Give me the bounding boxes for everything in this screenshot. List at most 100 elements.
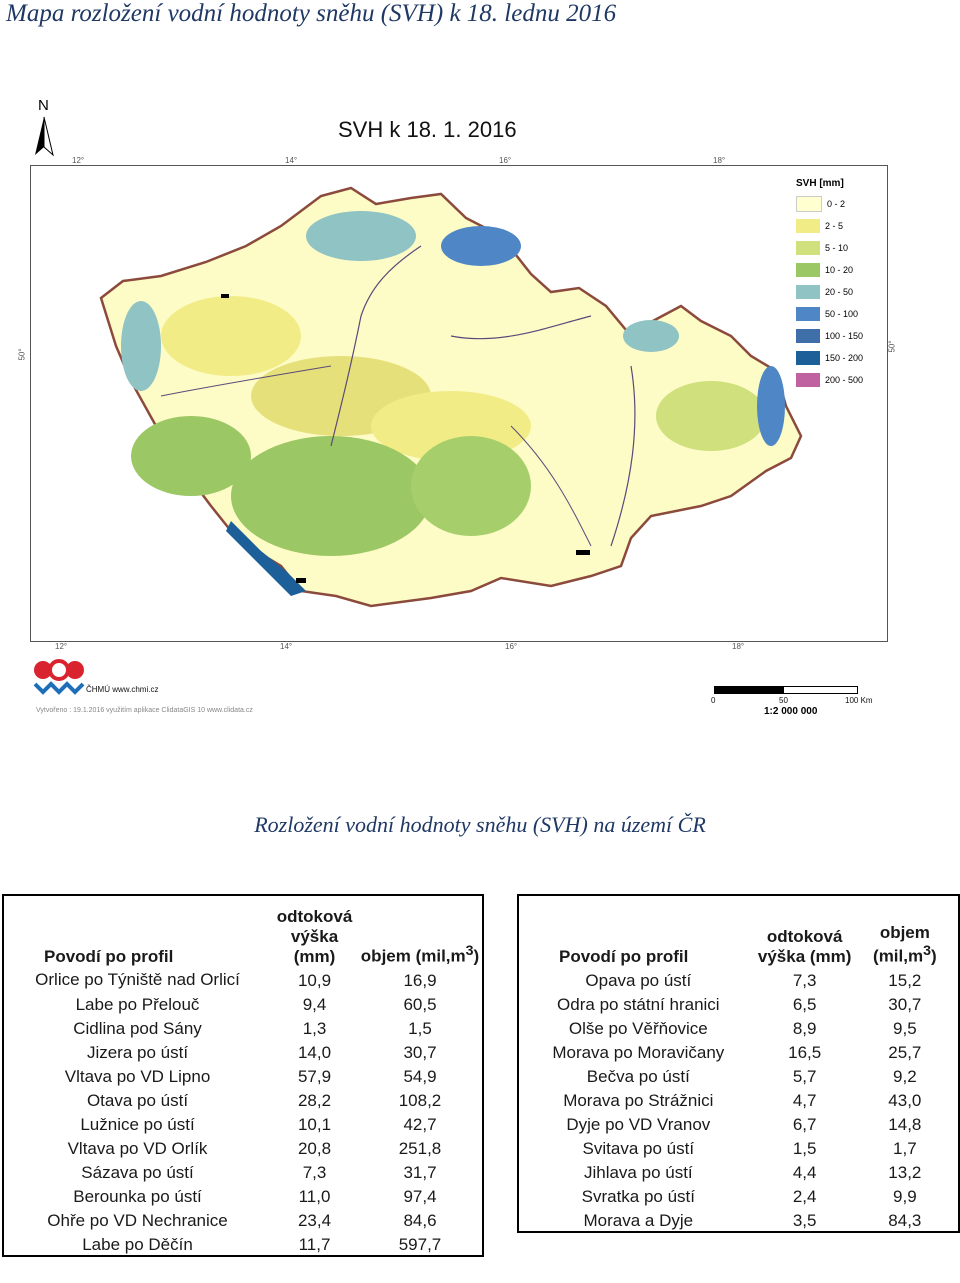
- cell-runoff: 57,9: [297, 1067, 332, 1086]
- section-title: Rozložení vodní hodnoty sněhu (SVH) na ú…: [254, 812, 706, 837]
- cell-profile: Sázava po ústí: [81, 1163, 194, 1182]
- river: [510, 425, 592, 547]
- zone-patch: [306, 211, 416, 261]
- cell-profile: Morava po Strážnici: [563, 1091, 714, 1110]
- cell-profile: Morava po Moravičany: [552, 1043, 725, 1062]
- table-row: Odra po státní hranici 6,5 30,7: [518, 991, 959, 1015]
- legend-item: 20 - 50: [793, 281, 883, 303]
- zone-patch: [411, 436, 531, 536]
- cell-profile: Labe po Přelouč: [75, 995, 200, 1014]
- header-volume: objem (mil,m3): [873, 923, 937, 966]
- river: [450, 315, 592, 340]
- legend-item: 10 - 20: [793, 259, 883, 281]
- reservoir: [296, 578, 306, 583]
- cell-volume: 108,2: [398, 1091, 442, 1110]
- legend-swatch: [796, 351, 820, 365]
- table-row: Opava po ústí 7,3 15,2: [518, 967, 959, 991]
- cell-profile: Svratka po ústí: [581, 1187, 695, 1206]
- scale-label: 100 Km: [845, 696, 873, 705]
- legend-swatch: [796, 241, 820, 255]
- lon-tick: 12°: [72, 156, 85, 165]
- cell-volume: 84,3: [888, 1211, 922, 1230]
- cell-profile: Olše po Věřňovice: [568, 1019, 708, 1038]
- zone-patch: [131, 416, 251, 496]
- logo-text: ČHMÚ www.chmi.cz: [86, 685, 159, 694]
- cell-volume: 9,2: [893, 1067, 917, 1086]
- zone-patch: [231, 436, 431, 556]
- zone-patch: [441, 226, 521, 266]
- cell-profile: Cidlina pod Sány: [73, 1019, 202, 1038]
- cell-profile: Odra po státní hranici: [557, 995, 720, 1014]
- cell-profile: Lužnice po ústí: [80, 1115, 195, 1134]
- scale-ratio: 1:2 000 000: [764, 706, 818, 717]
- cell-runoff: 6,5: [792, 995, 817, 1014]
- cell-runoff: 8,9: [792, 1019, 817, 1038]
- legend-item: 150 - 200: [793, 347, 883, 369]
- table-row: Cidlina pod Sány 1,3 1,5: [3, 1015, 483, 1039]
- cell-runoff: 4,4: [792, 1163, 817, 1182]
- document-title: Mapa rozložení vodní hodnoty sněhu (SVH)…: [6, 0, 617, 27]
- cell-volume: 1,5: [408, 1019, 432, 1038]
- header-profile: Povodí po profil: [559, 947, 689, 966]
- cell-runoff: 7,3: [302, 1163, 327, 1182]
- cell-profile: Otava po ústí: [86, 1091, 189, 1110]
- legend-swatch: [796, 307, 820, 321]
- legend-swatch: [796, 263, 820, 277]
- table-row: Jizera po ústí 14,0 30,7: [3, 1039, 483, 1063]
- legend-swatch: [796, 219, 820, 233]
- table-row: Svratka po ústí 2,4 9,9: [518, 1183, 959, 1207]
- cell-runoff: 14,0: [297, 1043, 332, 1062]
- table-right: Povodí po profil odtoková výška (mm) obj…: [517, 894, 960, 1233]
- cell-profile: Labe po Děčín: [82, 1235, 193, 1254]
- scale-label: 0: [711, 696, 716, 705]
- cell-runoff: 6,7: [792, 1115, 817, 1134]
- cell-profile: Orlice po Týniště nad Orlicí: [35, 970, 240, 989]
- table-row: Olše po Věřňovice 8,9 9,5: [518, 1015, 959, 1039]
- cell-runoff: 3,5: [792, 1211, 817, 1230]
- table-row: Ohře po VD Nechranice 23,4 84,6: [3, 1207, 483, 1231]
- cell-profile: Svitava po ústí: [582, 1139, 695, 1158]
- cell-volume: 9,5: [893, 1019, 917, 1038]
- cell-runoff: 16,5: [788, 1043, 822, 1062]
- cell-profile: Jihlava po ústí: [583, 1163, 693, 1182]
- cell-volume: 54,9: [403, 1067, 437, 1086]
- cell-runoff: 7,3: [792, 971, 817, 990]
- cell-volume: 60,5: [403, 995, 437, 1014]
- cell-runoff: 10,1: [297, 1115, 332, 1134]
- cell-volume: 42,7: [403, 1115, 437, 1134]
- cell-runoff: 28,2: [297, 1091, 332, 1110]
- cell-profile: Bečva po ústí: [586, 1067, 690, 1086]
- cell-runoff: 1,3: [302, 1019, 327, 1038]
- lat-tick: 50°: [17, 348, 27, 361]
- cell-runoff: 1,5: [792, 1139, 817, 1158]
- cell-runoff: 23,4: [297, 1211, 332, 1230]
- cell-profile: Vltava po VD Orlík: [67, 1139, 208, 1158]
- cell-volume: 14,8: [888, 1115, 922, 1134]
- cell-runoff: 5,7: [792, 1067, 817, 1086]
- table-row: Sázava po ústí 7,3 31,7: [3, 1159, 483, 1183]
- table-row: Vltava po VD Lipno 57,9 54,9: [3, 1063, 483, 1087]
- table-row: Svitava po ústí 1,5 1,7: [518, 1135, 959, 1159]
- cell-profile: Vltava po VD Lipno: [64, 1067, 211, 1086]
- cell-volume: 97,4: [403, 1187, 437, 1206]
- table-row: Orlice po Týniště nad Orlicí 10,9 16,9: [3, 967, 483, 991]
- cell-profile: Jizera po ústí: [86, 1043, 189, 1062]
- cell-runoff: 2,4: [792, 1187, 817, 1206]
- table-row: Lužnice po ústí 10,1 42,7: [3, 1111, 483, 1135]
- zone-patch: [656, 381, 766, 451]
- cell-volume: 30,7: [888, 995, 922, 1014]
- cell-runoff: 10,9: [297, 971, 332, 990]
- cell-volume: 84,6: [403, 1211, 437, 1230]
- cell-volume: 597,7: [398, 1235, 442, 1254]
- cell-volume: 9,9: [893, 1187, 917, 1206]
- legend-item: 200 - 500: [793, 369, 883, 391]
- legend-swatch: [796, 285, 820, 299]
- snow-water-map: [30, 165, 888, 642]
- scale-label: 50: [779, 696, 788, 705]
- river: [330, 245, 422, 447]
- map-credit: Vytvořeno : 19.1.2016 využitím aplikace …: [36, 707, 253, 714]
- cell-runoff: 4,7: [792, 1091, 817, 1110]
- header-profile: Povodí po profil: [44, 947, 174, 966]
- cell-profile: Ohře po VD Nechranice: [47, 1211, 228, 1230]
- cell-volume: 30,7: [403, 1043, 437, 1062]
